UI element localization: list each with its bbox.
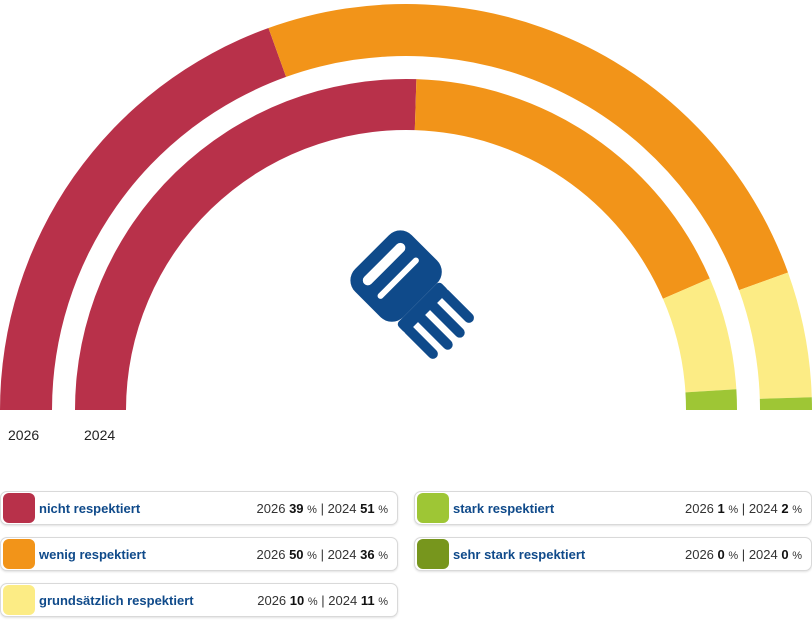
legend-label: sehr stark respektiert: [453, 547, 586, 562]
legend-values: 2026 39 % | 2024 51 %: [256, 501, 388, 516]
legend-swatch: [417, 539, 449, 569]
legend-values: 2026 0 % | 2024 0 %: [684, 547, 802, 562]
legend-swatch: [417, 493, 449, 523]
legend-item-sehr-stark-respektiert: sehr stark respektiert 2026 0 % | 2024 0…: [414, 537, 812, 571]
legend-label: stark respektiert: [453, 501, 555, 516]
arc-2026-3: [759, 397, 812, 410]
arc-2026-0: [0, 28, 287, 410]
handshake-icon: [350, 230, 474, 359]
legend-values: 2026 1 % | 2024 2 %: [684, 501, 802, 516]
legend-values: 2026 10 % | 2024 11 %: [257, 593, 388, 608]
legend-swatch: [3, 539, 35, 569]
legend-item-wenig-respektiert: wenig respektiert 2026 50 % | 2024 36 %: [0, 537, 398, 571]
legend-swatch: [3, 585, 35, 615]
arc-2024-3: [685, 389, 737, 410]
legend-label: nicht respektiert: [39, 501, 141, 516]
semicircle-donut-chart: [0, 4, 812, 410]
legend-label: grundsätzlich respektiert: [39, 593, 194, 608]
ring-label-2024: 2024: [84, 427, 116, 443]
legend-label: wenig respektiert: [39, 547, 146, 562]
arc-2024-0: [75, 79, 417, 410]
arc-2024-1: [414, 79, 710, 299]
arc-2026-2: [739, 272, 812, 399]
legend-item-stark-respektiert: stark respektiert 2026 1 % | 2024 2 %: [414, 491, 812, 525]
arc-2024-2: [662, 278, 737, 393]
arc-2026-1: [268, 4, 788, 291]
legend-item-grundsaetzlich-respektiert: grundsätzlich respektiert 2026 10 % | 20…: [0, 583, 398, 617]
legend-swatch: [3, 493, 35, 523]
legend-item-nicht-respektiert: nicht respektiert 2026 39 % | 2024 51 %: [0, 491, 398, 525]
legend-values: 2026 50 % | 2024 36 %: [256, 547, 388, 562]
ring-label-2026: 2026: [8, 427, 40, 443]
